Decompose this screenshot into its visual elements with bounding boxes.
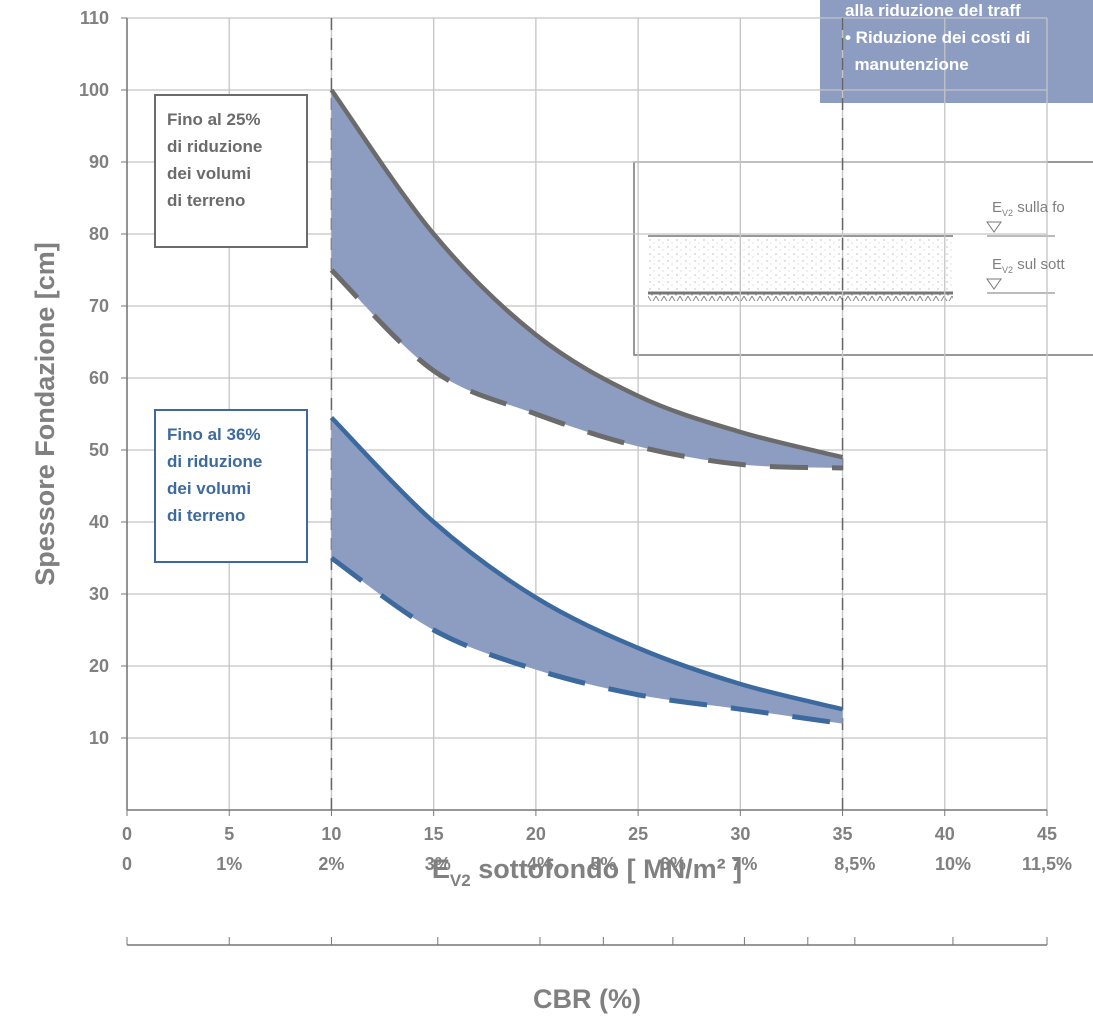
x-tick-label: 10: [321, 824, 341, 844]
annotation-text: di terreno: [167, 191, 245, 210]
cbr-tick-label: 1%: [216, 854, 242, 874]
x-tick-label: 40: [935, 824, 955, 844]
x-title-main: E: [432, 854, 450, 884]
x-axis-title: EV2 sottofondo [ MN/m² ]: [432, 854, 742, 890]
y-tick-label: 110: [80, 8, 109, 28]
series-line: [329, 416, 844, 712]
band-area: [331, 417, 843, 724]
series-line: [330, 555, 843, 727]
annotation-text: Fino al 36%: [167, 425, 261, 444]
inset-label-sub: V2: [1002, 265, 1013, 275]
cbr-tick-label: 10%: [935, 854, 971, 874]
annotation-text: dei volumi: [167, 479, 251, 498]
band-area: [331, 90, 843, 468]
x-tick-label: 20: [526, 824, 546, 844]
cbr-tick-label: 0: [122, 854, 132, 874]
y-tick-label: 90: [89, 152, 109, 172]
annotation-box: [154, 94, 308, 248]
cbr-tick-label: 8,5%: [834, 854, 875, 874]
x-tick-label: 35: [833, 824, 853, 844]
annotation-text: di riduzione: [167, 137, 262, 156]
annotation-text: di terreno: [167, 506, 245, 525]
cbr-tick-label: 5%: [590, 854, 616, 874]
y-tick-label: 50: [89, 440, 109, 460]
y-tick-label: 40: [89, 512, 109, 532]
inset-label-e: E: [992, 256, 1002, 273]
y-tick-label: 20: [89, 656, 109, 676]
y-tick-label: 30: [89, 584, 109, 604]
annotation-text: Fino al 25%: [167, 110, 261, 129]
x-tick-label: 25: [628, 824, 648, 844]
x-title-rest: sottofondo [ MN/m² ]: [471, 854, 742, 884]
y-tick-label: 10: [89, 728, 109, 748]
info-text: manutenzione: [845, 55, 969, 74]
inset-label-e: E: [992, 199, 1002, 216]
inset-label: EV2 sul sott: [992, 256, 1066, 275]
x-tick-label: 15: [424, 824, 444, 844]
x-tick-label: 45: [1037, 824, 1057, 844]
cbr-tick-label: 7%: [731, 854, 757, 874]
inset-label: EV2 sulla fo: [992, 199, 1065, 218]
y-axis-title: Spessore Fondazione [cm]: [30, 242, 60, 586]
annotation-box: [154, 409, 308, 563]
y-tick-label: 80: [89, 224, 109, 244]
cbr-tick-label: 4%: [527, 854, 553, 874]
x-tick-label: 30: [730, 824, 750, 844]
inset-label-sub: V2: [1002, 208, 1013, 218]
annotation-text: dei volumi: [167, 164, 251, 183]
x-title-sub: V2: [450, 871, 471, 890]
x-tick-label: 5: [224, 824, 234, 844]
info-text: • Riduzione dei costi di: [845, 28, 1030, 47]
info-text: alla riduzione del traff: [845, 1, 1021, 20]
inset-diagram: [633, 161, 1093, 356]
annotation-text: di riduzione: [167, 452, 262, 471]
inset-label-text: sulla fo: [1013, 199, 1065, 216]
y-tick-label: 70: [89, 296, 109, 316]
y-tick-label: 60: [89, 368, 109, 388]
cbr-tick-label: 3%: [425, 854, 451, 874]
cbr-tick-label: 11,5%: [1022, 854, 1072, 874]
series-line: [329, 88, 844, 460]
cbr-tick-label: 6%: [660, 854, 686, 874]
cbr-axis-title: CBR (%): [533, 984, 641, 1014]
cbr-tick-label: 2%: [318, 854, 344, 874]
inset-label-text: sul sott: [1013, 256, 1066, 273]
y-tick-label: 100: [79, 80, 109, 100]
x-tick-label: 0: [122, 824, 132, 844]
